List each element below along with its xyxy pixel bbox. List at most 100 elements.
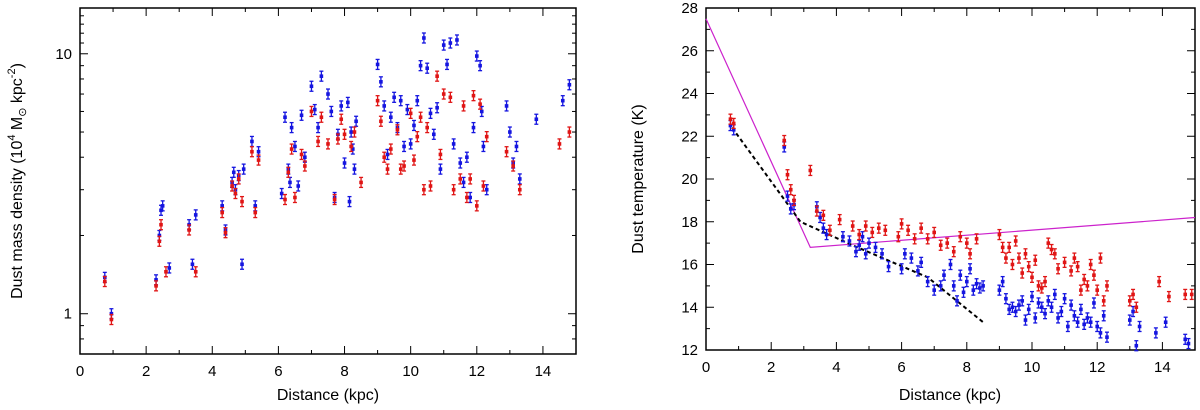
data-point xyxy=(385,148,390,161)
x-tick-label: 2 xyxy=(142,363,150,380)
data-point xyxy=(883,224,888,236)
point-marker xyxy=(379,119,383,124)
data-point xyxy=(329,105,334,118)
point-marker xyxy=(899,222,904,226)
point-marker xyxy=(154,284,158,288)
data-point xyxy=(1127,314,1132,326)
point-marker xyxy=(818,215,822,220)
data-point xyxy=(1062,256,1067,269)
data-point xyxy=(1088,316,1093,328)
point-marker xyxy=(916,269,920,273)
point-marker xyxy=(438,152,443,157)
data-point xyxy=(925,233,930,245)
data-point xyxy=(863,248,868,260)
point-marker xyxy=(316,125,320,130)
y-tick-label: 10 xyxy=(55,46,72,63)
point-marker xyxy=(379,80,383,84)
data-point xyxy=(1088,258,1093,271)
data-point xyxy=(840,231,845,243)
data-point xyxy=(478,98,483,110)
point-marker xyxy=(256,149,261,154)
point-marker xyxy=(1154,331,1158,335)
point-marker xyxy=(351,147,355,151)
point-marker xyxy=(863,252,868,256)
data-point xyxy=(792,194,797,207)
data-point xyxy=(1016,252,1021,264)
point-marker xyxy=(451,142,456,146)
data-point xyxy=(1049,243,1054,256)
y-tick-label: 26 xyxy=(681,43,698,60)
data-point xyxy=(292,191,297,204)
data-point xyxy=(997,284,1002,296)
point-marker xyxy=(236,177,241,181)
point-marker xyxy=(1033,258,1038,263)
data-point xyxy=(1127,295,1132,307)
x-tick-label: 6 xyxy=(897,359,905,376)
point-marker xyxy=(919,260,923,265)
point-marker xyxy=(824,232,829,237)
data-point xyxy=(938,280,943,292)
data-point xyxy=(220,206,225,219)
point-marker xyxy=(286,170,291,175)
point-marker xyxy=(534,117,539,122)
point-marker xyxy=(468,177,472,181)
data-point xyxy=(435,70,440,82)
point-marker xyxy=(1134,343,1139,348)
data-point xyxy=(785,190,790,202)
data-point xyxy=(240,258,245,270)
point-marker xyxy=(475,204,479,208)
point-marker xyxy=(402,144,406,149)
data-point xyxy=(1010,301,1015,313)
data-point xyxy=(1065,320,1070,333)
data-point xyxy=(981,280,986,292)
point-marker xyxy=(418,115,423,120)
point-marker xyxy=(422,36,426,40)
point-marker xyxy=(511,164,515,168)
point-marker xyxy=(352,167,357,171)
data-point xyxy=(955,295,960,307)
point-marker xyxy=(965,279,969,284)
data-point xyxy=(860,231,865,243)
data-point xyxy=(241,163,246,175)
point-marker xyxy=(435,105,439,110)
point-marker xyxy=(428,184,433,188)
data-point xyxy=(945,237,950,249)
point-marker xyxy=(164,269,168,274)
y-label-part: kpc xyxy=(9,78,26,107)
data-point xyxy=(388,143,393,155)
data-point xyxy=(378,115,383,127)
point-marker xyxy=(375,98,380,103)
point-marker xyxy=(841,234,845,239)
data-point xyxy=(873,241,878,254)
data-point xyxy=(326,88,330,100)
data-point xyxy=(236,173,241,185)
point-marker xyxy=(1059,309,1064,314)
data-point xyxy=(1030,271,1034,283)
data-point xyxy=(1072,252,1077,264)
point-marker xyxy=(1075,320,1080,325)
data-point xyxy=(919,222,924,234)
data-point xyxy=(287,176,292,189)
data-point xyxy=(458,173,463,185)
data-point xyxy=(163,266,168,278)
data-point xyxy=(1003,252,1008,264)
data-point xyxy=(870,226,875,239)
data-point xyxy=(441,88,446,100)
data-point xyxy=(1183,333,1188,345)
x-tick-label: 4 xyxy=(832,359,840,376)
point-marker xyxy=(1046,241,1051,245)
x-tick-label: 14 xyxy=(535,363,552,380)
point-marker xyxy=(1026,264,1031,269)
data-point xyxy=(974,233,979,245)
point-marker xyxy=(415,134,420,139)
point-marker xyxy=(1036,301,1041,305)
x-tick-label: 2 xyxy=(767,359,775,376)
point-marker xyxy=(1072,256,1077,260)
point-marker xyxy=(293,144,297,149)
point-marker xyxy=(167,266,172,270)
data-point xyxy=(867,237,871,249)
data-point xyxy=(853,246,858,258)
data-point xyxy=(896,231,901,243)
data-point xyxy=(405,103,410,116)
